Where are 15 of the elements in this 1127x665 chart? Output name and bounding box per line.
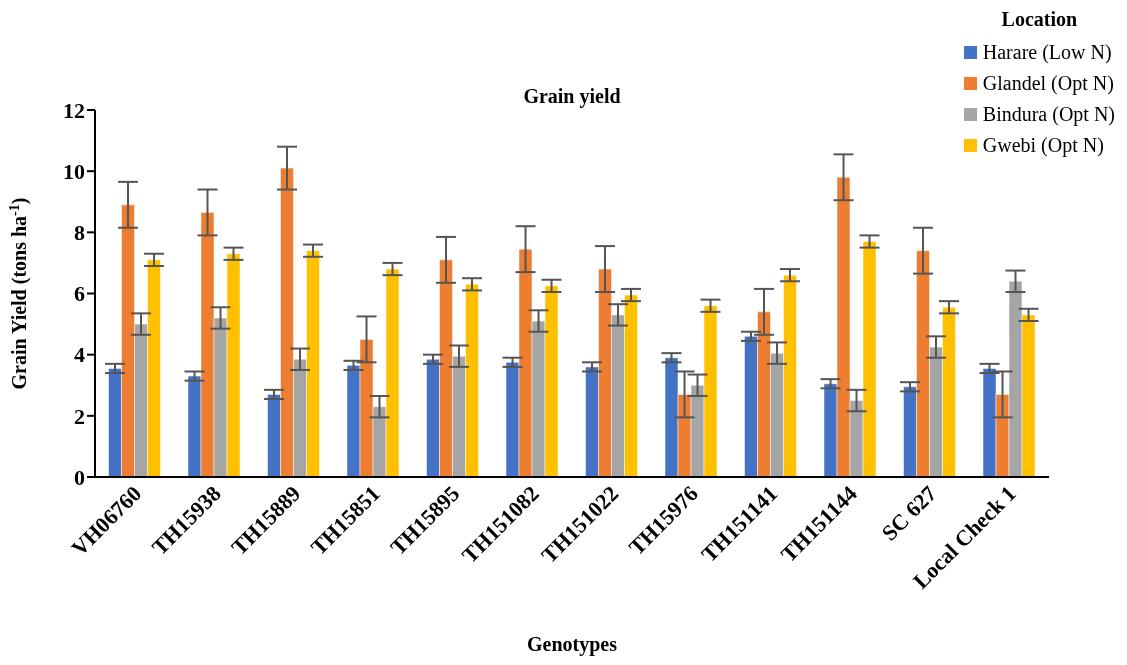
y-tick-label: 0 [74, 464, 85, 490]
y-tick-label: 4 [74, 342, 85, 368]
legend-label: Gwebi (Opt N) [982, 134, 1104, 157]
y-tick-label: 2 [74, 403, 85, 429]
y-tick-label: 6 [74, 281, 85, 307]
chart-title: Grain yield [523, 85, 621, 108]
x-tick-label: SC 627 [876, 480, 942, 546]
y-tick-label: 12 [63, 97, 85, 123]
legend-label: Bindura (Opt N) [982, 103, 1115, 126]
y-tick-label: 8 [74, 220, 85, 246]
legend-title: Location [1000, 8, 1079, 31]
legend-label: Glandel (Opt N) [982, 72, 1114, 95]
legend-label: Harare (Low N) [982, 41, 1112, 64]
y-tick-label: 10 [63, 158, 85, 184]
x-axis-title: Genotypes [527, 633, 618, 656]
